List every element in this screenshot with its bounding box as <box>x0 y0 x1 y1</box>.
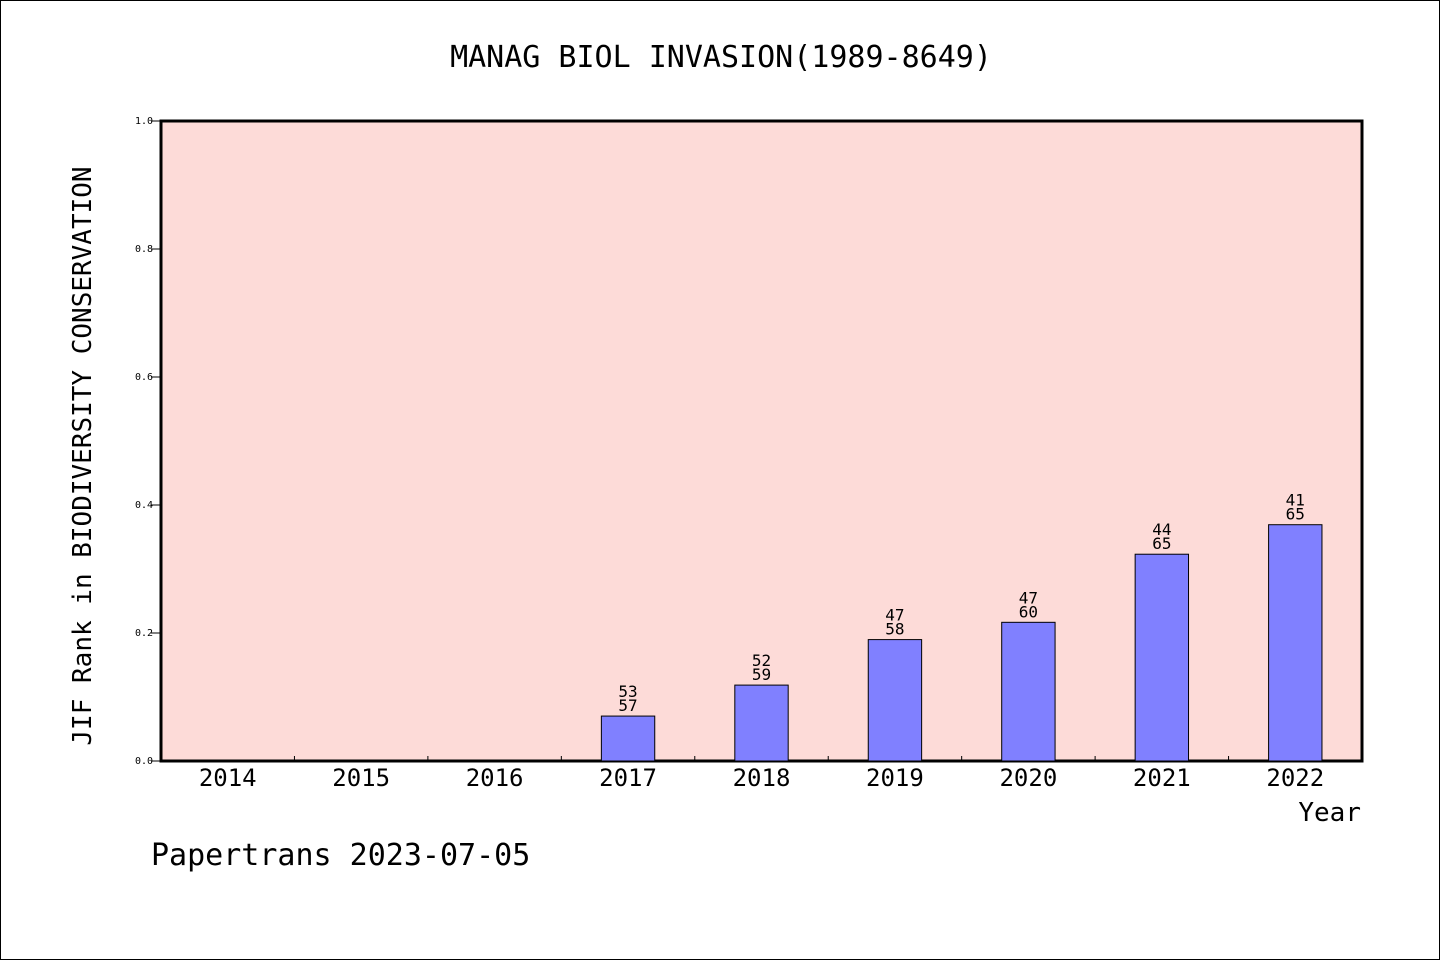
bar-rank-label: 52 <box>752 651 771 670</box>
bar-2021 <box>1134 553 1190 762</box>
y-tick-label: 0.0 <box>135 756 153 767</box>
x-axis: 2014 2015 2016 2017 2018 2019 2020 2021 2022 <box>199 756 1324 792</box>
y-tick-label: 0.2 <box>135 628 153 639</box>
x-tick-label: 2021 <box>1133 764 1191 792</box>
bar-total-label: 65 <box>1152 534 1171 553</box>
bar-2017 <box>600 715 656 762</box>
y-tick-label: 0.4 <box>135 500 153 511</box>
x-tick-label: 2015 <box>332 764 390 792</box>
bar-total-label: 57 <box>618 696 637 715</box>
footer-credit: Papertrans 2023-07-05 <box>151 838 530 873</box>
bar-total-label: 58 <box>885 620 904 639</box>
bar-total-label: 59 <box>752 665 771 684</box>
bar-rank-label: 41 <box>1286 491 1305 510</box>
y-tick-label: 1.0 <box>135 116 153 127</box>
x-tick-label: 2022 <box>1266 764 1324 792</box>
bar-rank-label: 47 <box>1019 588 1038 607</box>
bar-rank-label: 44 <box>1152 520 1171 539</box>
y-axis: 0.0 0.2 0.4 0.6 0.8 1.0 <box>135 116 161 767</box>
x-tick-label: 2019 <box>866 764 924 792</box>
y-tick-label: 0.6 <box>135 372 153 383</box>
x-tick-label: 2017 <box>599 764 657 792</box>
x-tick-label: 2016 <box>466 764 524 792</box>
bar-rank-label: 53 <box>618 682 637 701</box>
y-axis-label: JIF Rank in BIODIVERSITY CONSERVATION <box>68 166 98 745</box>
x-tick-label: 2014 <box>199 764 257 792</box>
y-tick-label: 0.8 <box>135 244 153 255</box>
bar-2018 <box>734 684 789 762</box>
bar-total-label: 60 <box>1019 602 1038 621</box>
x-axis-label: Year <box>1298 798 1361 828</box>
x-tick-label: 2020 <box>999 764 1057 792</box>
bar-2022 <box>1268 524 1323 762</box>
chart-title: MANAG BIOL INVASION(1989-8649) <box>450 40 992 75</box>
bar-rank-label: 47 <box>885 606 904 625</box>
bar-2020 <box>1001 621 1056 762</box>
bar-2019 <box>867 639 923 762</box>
bar-total-label: 65 <box>1286 505 1305 524</box>
x-tick-label: 2018 <box>733 764 791 792</box>
